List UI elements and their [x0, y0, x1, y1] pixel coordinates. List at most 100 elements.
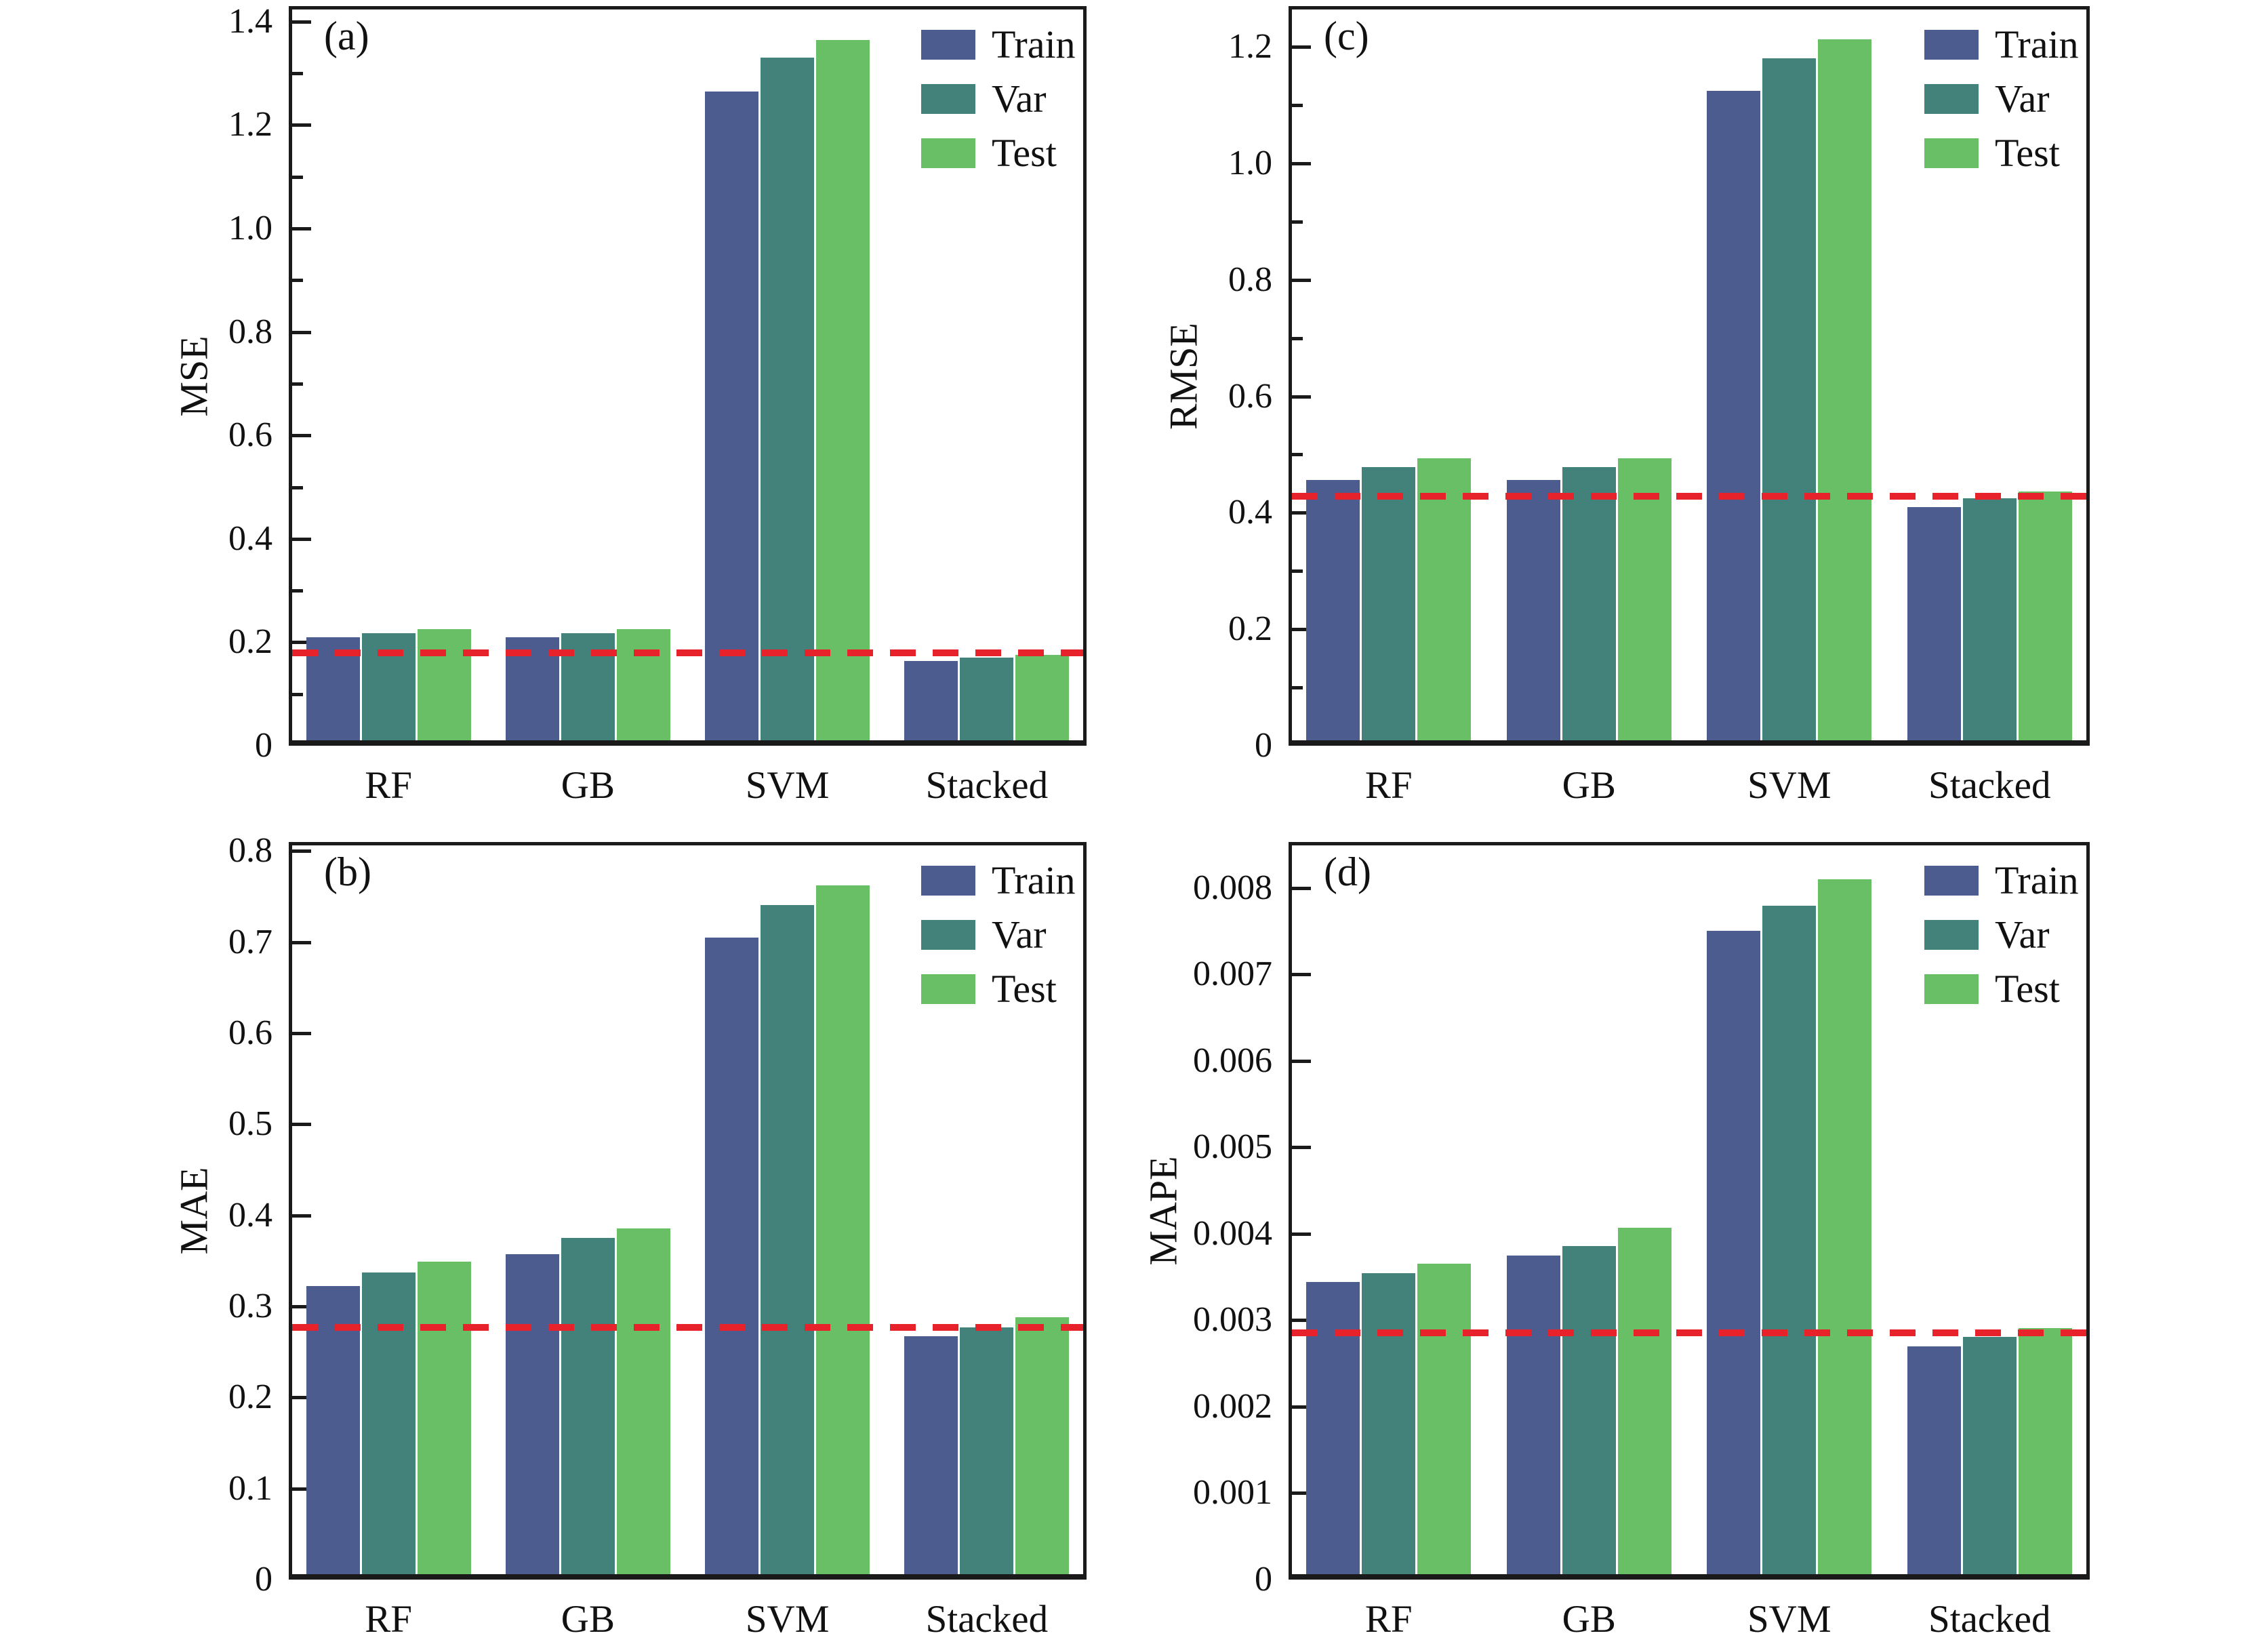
y-tick [292, 434, 311, 438]
bar-rf-test [1417, 458, 1472, 743]
bar-rf-var [361, 1272, 416, 1577]
bar-gb-test [1617, 1227, 1672, 1577]
bar-svm-var [1762, 58, 1817, 743]
bar-svm-train [705, 938, 759, 1577]
y-minor-tick [292, 692, 303, 696]
bar-stacked-train [904, 660, 958, 743]
legend-swatch-var [921, 84, 975, 114]
y-minor-tick [292, 589, 303, 593]
y-tick [1292, 973, 1311, 977]
y-tick [1292, 1491, 1311, 1496]
y-tick [292, 1214, 311, 1218]
y-tick [292, 1123, 311, 1127]
legend-label: Train [1995, 858, 2079, 902]
y-tick [1292, 278, 1311, 282]
y-tick-label: 0.002 [1193, 1386, 1272, 1426]
bar-gb-train [1506, 1255, 1560, 1577]
y-minor-tick [292, 485, 303, 489]
y-tick-label: 0.007 [1193, 955, 1272, 994]
y-tick [292, 940, 311, 944]
y-tick [1292, 1059, 1311, 1063]
x-category-label-svm: SVM [745, 764, 830, 807]
x-category-label-gb: GB [561, 1598, 615, 1641]
legend-label: Train [1995, 22, 2079, 66]
y-tick-label: 0.5 [228, 1104, 272, 1144]
y-tick-label: 0.2 [228, 1378, 272, 1417]
bar-svm-test [1818, 39, 1872, 743]
y-tick [1292, 511, 1311, 515]
y-tick [1292, 886, 1311, 890]
y-tick [292, 1032, 311, 1036]
y-minor-tick [1292, 569, 1303, 574]
x-category-label-stacked: Stacked [925, 764, 1049, 807]
bar-gb-train [1506, 480, 1560, 743]
y-tick-label: 0.8 [1228, 260, 1272, 299]
y-minor-tick [1292, 453, 1303, 457]
legend-swatch-test [1924, 138, 1979, 168]
y-minor-tick [292, 72, 303, 76]
y-minor-tick [1292, 220, 1303, 224]
bar-svm-test [816, 885, 870, 1577]
y-tick [292, 123, 311, 127]
bar-rf-train [306, 1286, 360, 1577]
x-category-label-rf: RF [1364, 764, 1413, 807]
bar-rf-train [1306, 480, 1360, 743]
y-tick-label: 0.8 [228, 312, 272, 351]
panel-letter-a: (a) [324, 14, 369, 58]
y-tick-label: 0 [1255, 726, 1272, 765]
x-category-label-stacked: Stacked [925, 1598, 1049, 1641]
reference-line [1292, 1329, 2086, 1337]
y-axis-label: MAE [171, 1167, 216, 1255]
x-category-label-stacked: Stacked [1928, 1598, 2051, 1641]
x-category-label-svm: SVM [1747, 764, 1831, 807]
legend-swatch-var [921, 920, 975, 950]
y-tick-label: 0.001 [1193, 1473, 1272, 1512]
y-tick-label: 0.6 [228, 416, 272, 455]
y-tick [292, 849, 311, 854]
y-tick-label: 0.004 [1193, 1214, 1272, 1253]
legend-label: Test [1995, 967, 2060, 1011]
x-category-label-stacked: Stacked [1928, 764, 2051, 807]
legend-label: Var [992, 913, 1047, 957]
bar-stacked-test [2018, 1327, 2072, 1577]
y-tick-label: 0.4 [1228, 493, 1272, 532]
bar-stacked-var [960, 1327, 1014, 1577]
legend-label: Var [1995, 77, 2050, 121]
bar-gb-var [1562, 1245, 1616, 1577]
y-tick-label: 0.1 [228, 1468, 272, 1508]
bar-stacked-test [1015, 1317, 1070, 1577]
reference-line [292, 649, 1083, 656]
y-tick [1292, 1319, 1311, 1323]
y-axis-label: MAPE [1141, 1156, 1186, 1266]
bar-gb-test [616, 1228, 670, 1577]
bar-svm-test [816, 39, 870, 743]
legend-swatch-train [921, 30, 975, 60]
bar-rf-train [1306, 1282, 1360, 1577]
bar-stacked-var [1962, 498, 2017, 743]
legend-label: Train [992, 858, 1076, 902]
bar-stacked-train [904, 1336, 958, 1577]
y-minor-tick [1292, 336, 1303, 340]
legend-label: Test [992, 967, 1057, 1011]
y-tick [292, 20, 311, 24]
y-axis-label: MSE [171, 335, 216, 417]
y-tick-label: 0.006 [1193, 1041, 1272, 1080]
bar-gb-var [561, 1238, 615, 1577]
legend-swatch-train [921, 866, 975, 896]
y-tick-label: 0.2 [228, 622, 272, 662]
y-tick-label: 0.005 [1193, 1127, 1272, 1167]
y-tick-label: 0.7 [228, 922, 272, 961]
reference-line [292, 1323, 1083, 1331]
y-tick [1292, 45, 1311, 49]
y-tick-label: 0.4 [228, 519, 272, 558]
y-tick-label: 0 [1255, 1560, 1272, 1599]
legend-swatch-var [1924, 84, 1979, 114]
x-category-label-gb: GB [1562, 764, 1616, 807]
bar-gb-var [1562, 466, 1616, 743]
x-axis-baseline [1289, 740, 2090, 746]
bar-gb-test [616, 628, 670, 743]
legend-label: Train [992, 22, 1076, 66]
legend-label: Test [992, 131, 1057, 175]
bar-stacked-var [1962, 1336, 2017, 1577]
